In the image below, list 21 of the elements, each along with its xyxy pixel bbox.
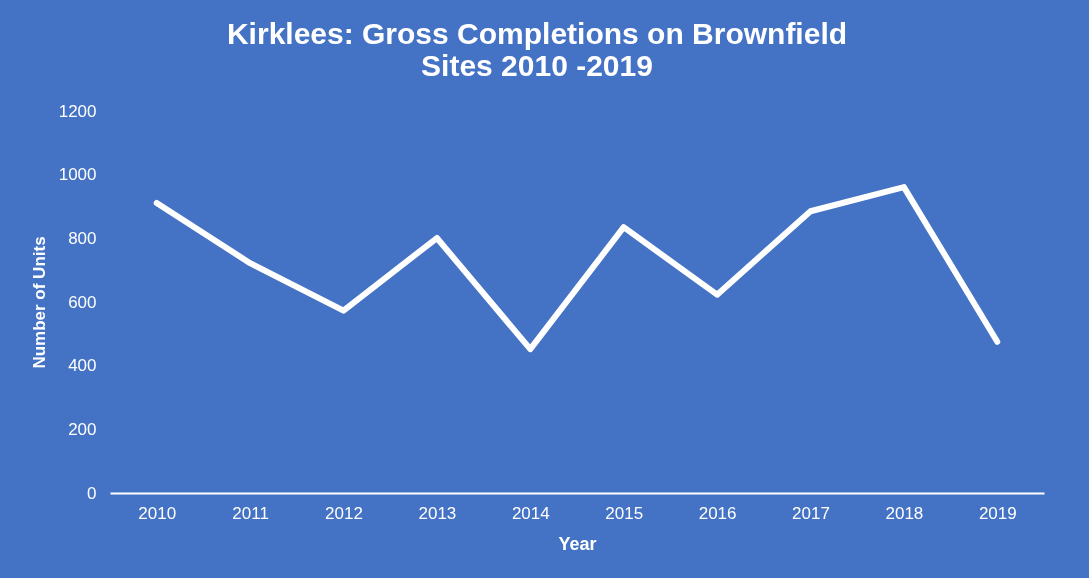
x-tick-label: 2016 [698,503,737,523]
x-tick-label: 2013 [418,503,457,523]
y-tick-label: 200 [68,419,97,439]
x-tick-label: 2011 [232,503,269,523]
x-tick-label: 2012 [325,503,363,523]
y-tick-label: 800 [68,228,97,248]
x-tick-label: 2017 [792,503,830,523]
x-tick-label: 2018 [885,503,924,523]
text: Kirklees: Gross Completions on Brownfield [226,17,848,50]
x-tick-label: 2019 [978,503,1017,523]
y-tick-label: 0 [87,483,97,503]
x-tick-label: 2010 [138,503,177,523]
y-tick-label: 400 [68,356,97,376]
x-axis-title: Year [558,533,597,554]
x-tick-label: 2014 [511,503,550,523]
y-tick-label: 1200 [58,101,97,121]
y-axis-title: Number of Units [29,236,49,369]
x-tick-label: 2015 [605,503,644,523]
y-tick-label: 1000 [58,165,97,185]
text: Sites 2010 -2019 [421,49,653,82]
y-tick-label: 600 [68,292,97,312]
